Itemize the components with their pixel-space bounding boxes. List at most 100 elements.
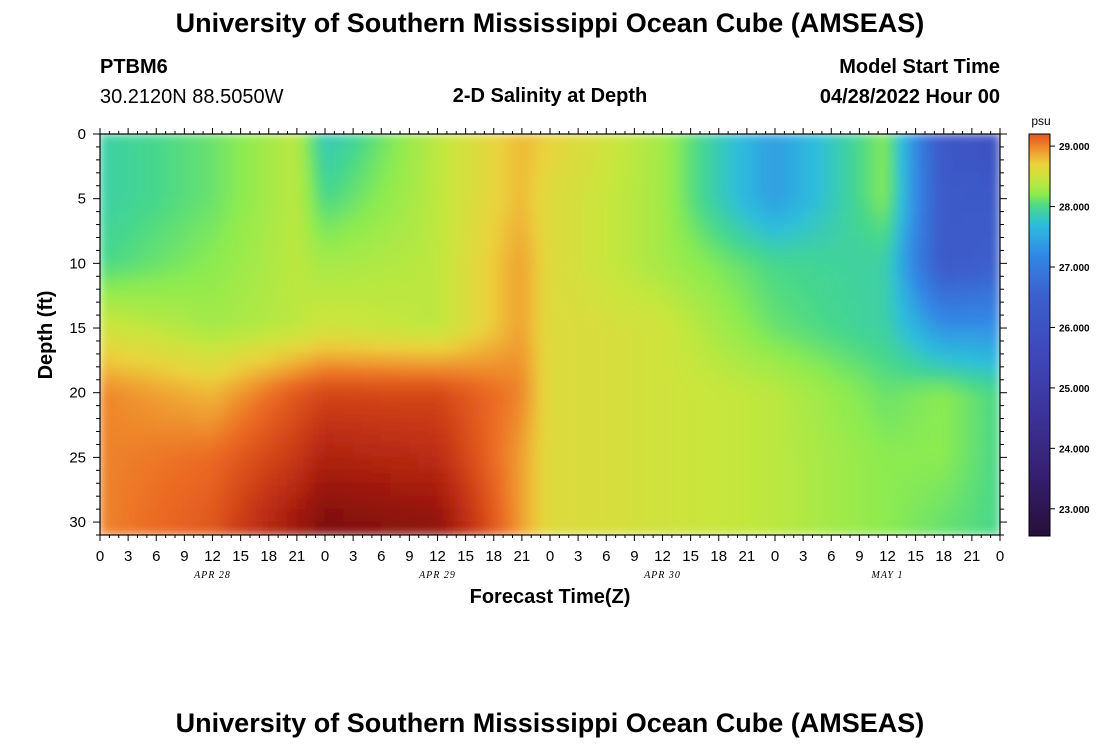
- heatmap-cell: [371, 431, 382, 445]
- heatmap-cell: [858, 379, 870, 394]
- heatmap-cell: [165, 211, 176, 226]
- heatmap-cell: [755, 172, 767, 187]
- heatmap-cell: [287, 443, 298, 458]
- heatmap-cell: [437, 301, 448, 316]
- heatmap-cell: [390, 431, 401, 445]
- heatmap-cell: [324, 508, 335, 523]
- heatmap-cell: [690, 159, 701, 174]
- heatmap-cell: [887, 366, 898, 381]
- heatmap-cell: [465, 366, 476, 381]
- heatmap-cell: [268, 275, 279, 290]
- heatmap-cell: [662, 275, 673, 290]
- heatmap-cell: [324, 405, 335, 420]
- heatmap-cell: [943, 134, 954, 148]
- heatmap-cell: [755, 521, 767, 535]
- heatmap-cell: [549, 236, 560, 251]
- heatmap-cell: [212, 134, 223, 148]
- heatmap-cell: [868, 443, 879, 458]
- heatmap-cell: [137, 301, 148, 316]
- heatmap-cell: [858, 482, 870, 497]
- heatmap-cell: [446, 392, 457, 407]
- heatmap-cell: [858, 172, 870, 187]
- heatmap-cell: [915, 262, 926, 277]
- heatmap-cell: [962, 327, 973, 342]
- heatmap-cell: [643, 431, 654, 445]
- heatmap-cell: [596, 418, 607, 433]
- heatmap-cell: [427, 172, 439, 187]
- heatmap-cell: [727, 185, 739, 200]
- heatmap-cell: [952, 340, 964, 355]
- heatmap-cell: [118, 288, 129, 303]
- heatmap-cell: [521, 172, 532, 187]
- heatmap-cell: [343, 366, 354, 381]
- heatmap-cell: [877, 249, 889, 264]
- heatmap-cell: [174, 508, 185, 523]
- heatmap-cell: [446, 405, 457, 420]
- heatmap-cell: [858, 508, 870, 523]
- heatmap-cell: [502, 211, 514, 226]
- heatmap-cell: [549, 159, 560, 174]
- heatmap-cell: [183, 508, 195, 523]
- heatmap-cell: [624, 495, 635, 510]
- heatmap-cell: [118, 392, 129, 407]
- heatmap-cell: [362, 495, 373, 510]
- heatmap-cell: [765, 159, 776, 174]
- heatmap-cell: [905, 508, 917, 523]
- heatmap-cell: [577, 418, 589, 433]
- heatmap-cell: [812, 159, 823, 174]
- heatmap-cell: [727, 224, 739, 238]
- heatmap-cell: [718, 262, 729, 277]
- heatmap-cell: [408, 340, 420, 355]
- heatmap-cell: [268, 508, 279, 523]
- heatmap-cell: [240, 301, 251, 316]
- heatmap-cell: [240, 185, 251, 200]
- heatmap-cell: [193, 392, 204, 407]
- heatmap-cell: [990, 249, 1000, 264]
- heatmap-cell: [568, 469, 579, 484]
- heatmap-cell: [343, 418, 354, 433]
- heatmap-cell: [849, 275, 860, 290]
- heatmap-cell: [605, 301, 617, 316]
- heatmap-cell: [727, 431, 739, 445]
- heatmap-cell: [596, 405, 607, 420]
- heatmap-cell: [437, 508, 448, 523]
- heatmap-cell: [568, 366, 579, 381]
- heatmap-cell: [427, 418, 439, 433]
- heatmap-cell: [193, 469, 204, 484]
- heatmap-cell: [943, 508, 954, 523]
- heatmap-cell: [690, 327, 701, 342]
- heatmap-cell: [671, 418, 682, 433]
- heatmap-cell: [849, 236, 860, 251]
- heatmap-cell: [230, 211, 242, 226]
- heatmap-cell: [587, 443, 598, 458]
- heatmap-cell: [230, 340, 242, 355]
- heatmap-cell: [558, 469, 570, 484]
- heatmap-cell: [568, 456, 579, 471]
- heatmap-cell: [605, 134, 617, 148]
- heatmap-cell: [483, 185, 495, 200]
- heatmap-cell: [521, 469, 532, 484]
- heatmap-cell: [352, 508, 364, 523]
- heatmap-cell: [118, 418, 129, 433]
- heatmap-cell: [680, 185, 692, 200]
- heatmap-cell: [718, 185, 729, 200]
- heatmap-cell: [821, 469, 832, 484]
- heatmap-cell: [146, 185, 157, 200]
- heatmap-cell: [521, 366, 532, 381]
- heatmap-cell: [605, 508, 617, 523]
- heatmap-cell: [812, 262, 823, 277]
- heatmap-cell: [643, 521, 654, 535]
- heatmap-cell: [662, 443, 673, 458]
- heatmap-cell: [596, 275, 607, 290]
- heatmap-cell: [212, 508, 223, 523]
- heatmap-cell: [643, 211, 654, 226]
- heatmap-cell: [512, 198, 523, 213]
- heatmap-cell: [221, 262, 232, 277]
- heatmap-cell: [699, 159, 710, 174]
- heatmap-cell: [455, 198, 467, 213]
- heatmap-cell: [568, 159, 579, 174]
- heatmap-cell: [971, 249, 982, 264]
- heatmap-cell: [680, 314, 692, 329]
- heatmap-cell: [399, 482, 410, 497]
- heatmap-cell: [137, 495, 148, 510]
